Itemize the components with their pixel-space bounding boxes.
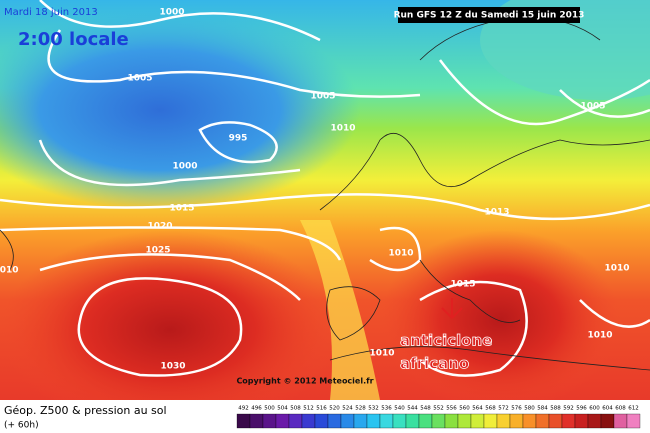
run-info: Run GFS 12 Z du Samedi 15 juin 2013 [394, 11, 585, 21]
legend-swatch [236, 413, 251, 429]
isobar-label: 1005 [127, 74, 152, 84]
legend-label: 536 [381, 406, 392, 412]
isobar-label: 1015 [169, 204, 194, 214]
legend-swatch [483, 413, 498, 429]
annotation: anticiclone [400, 332, 492, 350]
isobar-label: 1010 [604, 264, 629, 274]
legend-swatch [444, 413, 459, 429]
legend-swatch [457, 413, 472, 429]
legend-swatch [600, 413, 615, 429]
legend-swatch [353, 413, 368, 429]
legend-swatch [535, 413, 550, 429]
legend-swatch [613, 413, 628, 429]
isobar-label: 1020 [147, 222, 172, 232]
isobar-label: 1000 [172, 162, 197, 172]
legend-label: 576 [511, 406, 522, 412]
legend-label: 568 [485, 406, 496, 412]
isobar-label: 1000 [159, 8, 184, 18]
legend-label: 532 [368, 406, 379, 412]
isobar-label: 1010 [587, 331, 612, 341]
legend-swatch [496, 413, 511, 429]
isobar-label: 1010 [0, 266, 19, 276]
legend-swatch [418, 413, 433, 429]
legend-label: 580 [524, 406, 535, 412]
legend-label: 500 [264, 406, 275, 412]
legend-swatch [314, 413, 329, 429]
legend-label: 492 [238, 406, 249, 412]
legend-label: 604 [602, 406, 613, 412]
isobar-label: 1015 [450, 280, 475, 290]
isobar-label: 1013 [484, 208, 509, 218]
legend-swatch [275, 413, 290, 429]
legend-label: 572 [498, 406, 509, 412]
legend-swatch [392, 413, 407, 429]
annotation: africano [400, 355, 469, 373]
isobar-label: 995 [229, 134, 248, 144]
legend-swatch [522, 413, 537, 429]
date: Mardi 18 juin 2013 [4, 7, 98, 18]
legend-label: 564 [472, 406, 483, 412]
legend-label: 544 [407, 406, 418, 412]
legend-label: 592 [563, 406, 574, 412]
legend-label: 504 [277, 406, 288, 412]
legend-swatch [262, 413, 277, 429]
isobar-label: 1005 [310, 92, 335, 102]
legend-label: 596 [576, 406, 587, 412]
isobar-label: 1030 [160, 362, 185, 372]
isobars [0, 0, 650, 376]
run-box [398, 7, 580, 23]
legend-label: 552 [433, 406, 444, 412]
legend-label: 556 [446, 406, 457, 412]
footer-title: Géop. Z500 & pression au sol [4, 404, 167, 417]
isobar-label: 1010 [369, 349, 394, 359]
legend-label: 560 [459, 406, 470, 412]
legend-swatch [587, 413, 602, 429]
isobar-label: 1025 [145, 246, 170, 256]
legend-swatch [379, 413, 394, 429]
legend-label: 600 [589, 406, 600, 412]
legend-swatch [327, 413, 342, 429]
legend-swatch [509, 413, 524, 429]
legend-swatch [626, 413, 641, 429]
legend-swatch [249, 413, 264, 429]
time: 2:00 locale [18, 29, 129, 50]
isobar-label: 1010 [388, 249, 413, 259]
legend-label: 508 [290, 406, 301, 412]
legend-label: 540 [394, 406, 405, 412]
legend-swatch [366, 413, 381, 429]
footer-lead: (+ 60h) [4, 421, 39, 431]
legend-label: 588 [550, 406, 561, 412]
legend-swatch [561, 413, 576, 429]
legend-swatch [431, 413, 446, 429]
legend-label: 516 [316, 406, 327, 412]
legend-swatch [340, 413, 355, 429]
copyright: Copyright © 2012 Meteociel.fr [236, 377, 373, 386]
legend-swatch [574, 413, 589, 429]
legend-label: 548 [420, 406, 431, 412]
legend-label: 608 [615, 406, 626, 412]
legend-swatch [548, 413, 563, 429]
legend-label: 528 [355, 406, 366, 412]
legend-label: 612 [628, 406, 639, 412]
legend-label: 584 [537, 406, 548, 412]
legend-swatch [470, 413, 485, 429]
legend-label: 524 [342, 406, 353, 412]
arrow [441, 298, 463, 319]
legend-label: 496 [251, 406, 262, 412]
legend-swatch [405, 413, 420, 429]
isobar-label: 1005 [580, 102, 605, 112]
legend-swatch [301, 413, 316, 429]
legend-label: 512 [303, 406, 314, 412]
legend-swatch [288, 413, 303, 429]
legend-label: 520 [329, 406, 340, 412]
isobar-label: 1010 [330, 124, 355, 134]
